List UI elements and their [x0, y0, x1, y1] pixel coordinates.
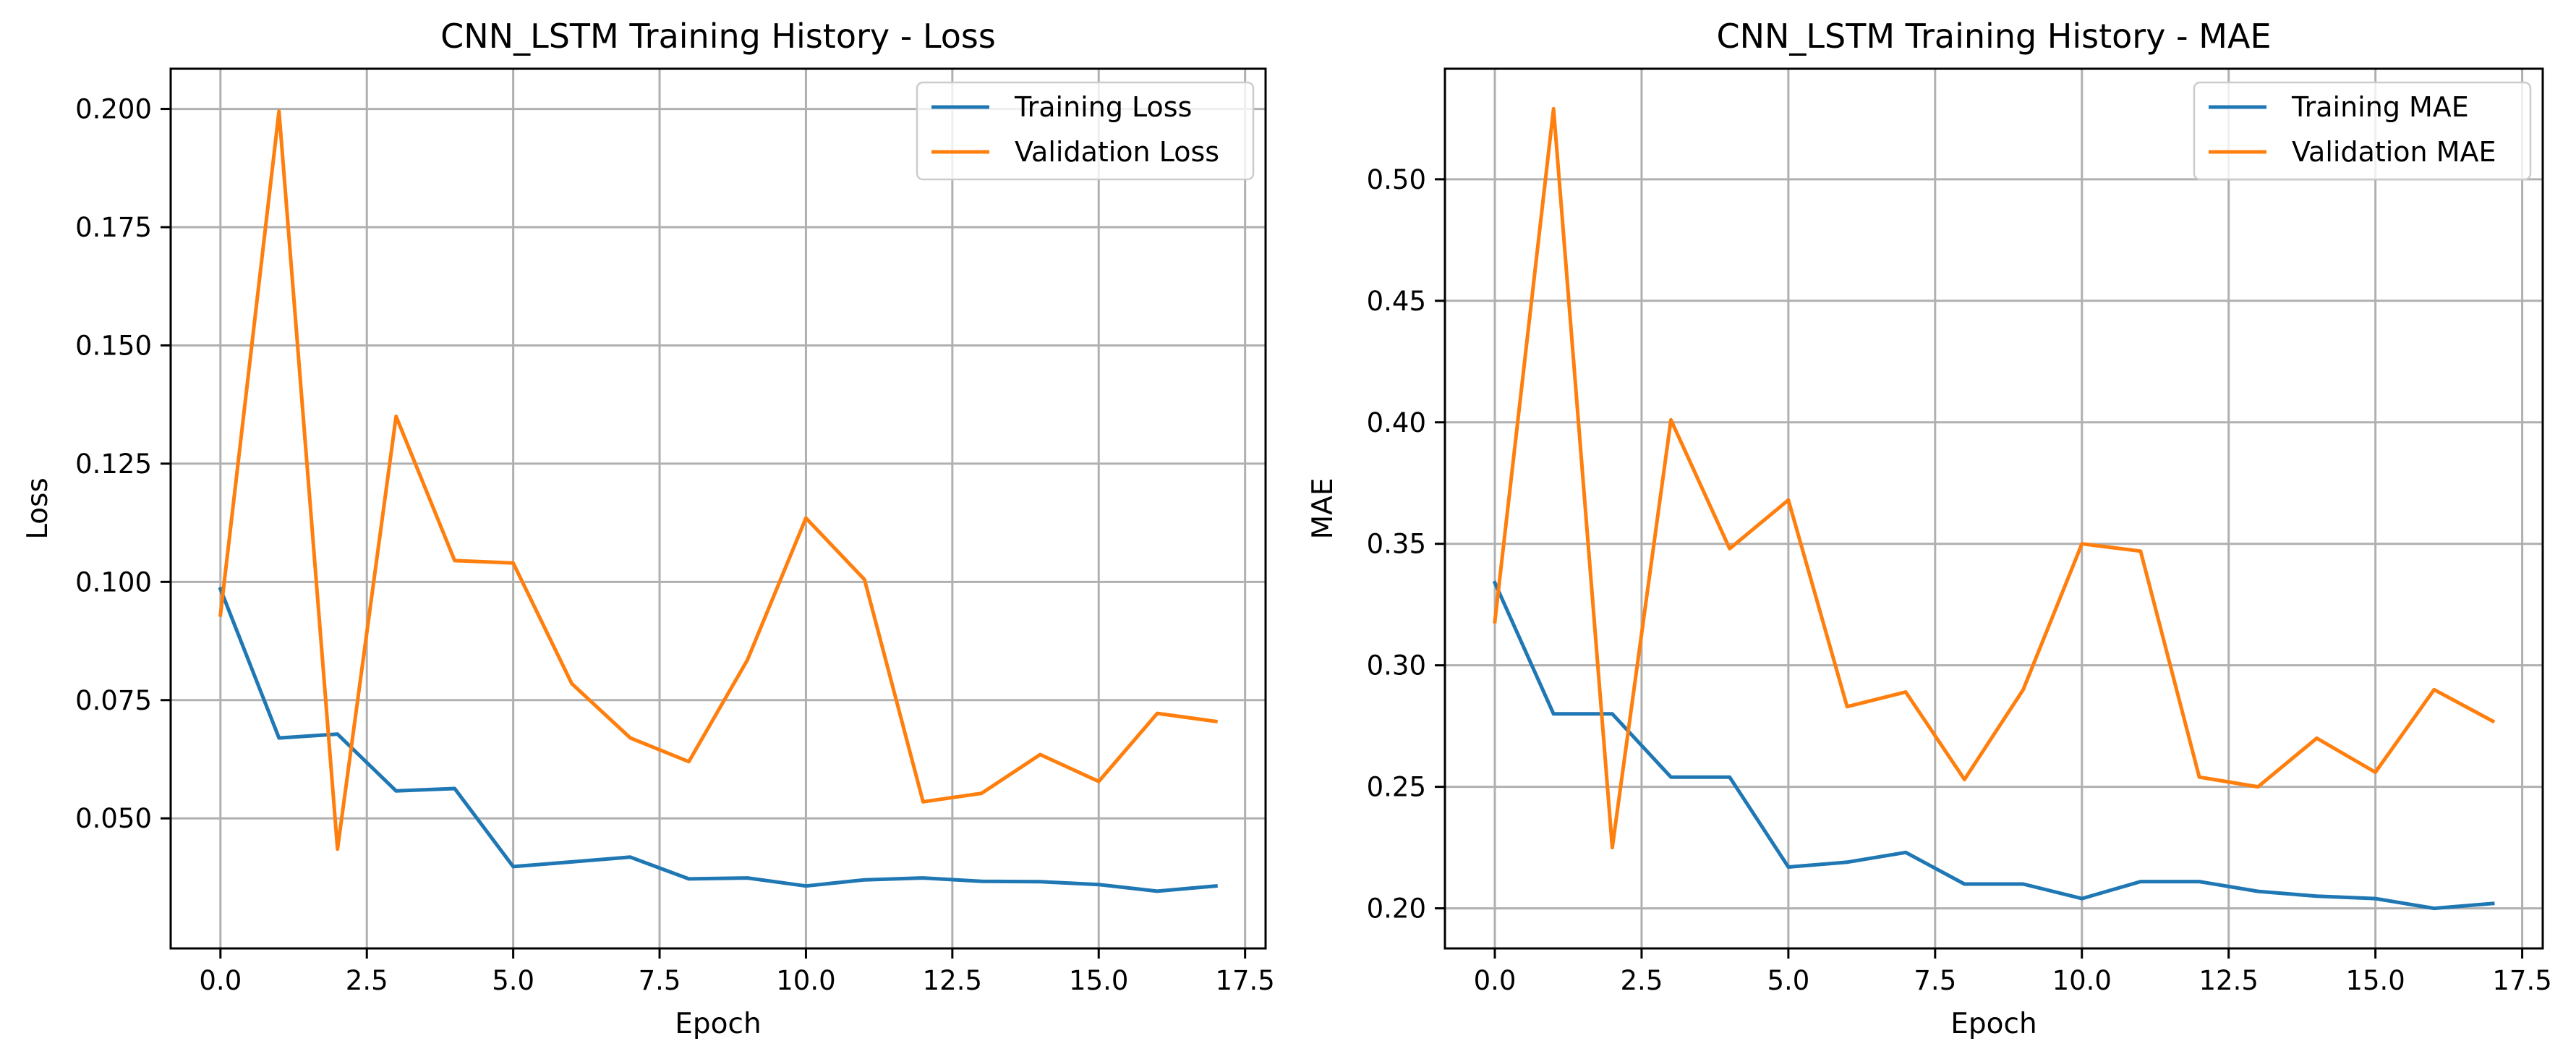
legend-label-validation-loss: Validation Loss: [1015, 136, 1219, 168]
mae-y-tick-label: 0.20: [1367, 893, 1426, 925]
loss-axes-frame: [169, 67, 1267, 950]
loss-y-tick-label: 0.175: [75, 212, 152, 243]
series-line-validation-loss: [218, 109, 1219, 851]
mae-series-lines: [1492, 106, 2496, 911]
loss-x-axis-label: Epoch: [675, 1008, 761, 1040]
mae-x-tick-label: 10.0: [2052, 965, 2112, 996]
loss-x-tick-label: 17.5: [1215, 965, 1274, 996]
mae-x-axis-label: Epoch: [1950, 1008, 2037, 1040]
mae-y-axis-label: MAE: [1307, 478, 1339, 540]
mae-y-tick-label: 0.50: [1367, 164, 1426, 195]
mae-gridlines: [1445, 69, 2543, 948]
loss-chart-title: CNN_LSTM Training History - Loss: [440, 17, 996, 56]
mae-x-tick-label: 17.5: [2492, 965, 2551, 996]
loss-x-tick-label: 15.0: [1069, 965, 1128, 996]
loss-x-tick-label: 0.0: [199, 965, 242, 996]
mae-y-tick-label: 0.25: [1367, 772, 1426, 803]
series-line-validation-mae: [1493, 106, 2496, 850]
mae-plot-area: 0.0 2.5 5.0 7.5 10.0 12.5 15.0 17.5 0.20 0.25 0.30…: [1367, 67, 2552, 996]
loss-chart-panel: CNN_LSTM Training History - Loss 0.0 2.5 5…: [22, 17, 1275, 1040]
mae-x-tick-label: 0.0: [1474, 965, 1517, 996]
mae-ticks: 0.0 2.5 5.0 7.5 10.0 12.5 15.0 17.5 0.20 0.25 0.30…: [1367, 164, 2552, 996]
loss-y-tick-label: 0.100: [75, 566, 152, 598]
mae-x-tick-label: 7.5: [1914, 965, 1956, 996]
loss-ticks: 0.0 2.5 5.0 7.5 10.0 12.5 15.0 17.5 0.050 0.075 0.…: [75, 94, 1275, 996]
series-line-training-mae: [1492, 580, 2495, 911]
mae-legend-box: [2193, 81, 2532, 181]
mae-chart-panel: CNN_LSTM Training History - MAE 0.0 2.5 5.…: [1307, 17, 2552, 1040]
mae-legend: Training MAE Validation MAE: [2193, 81, 2532, 181]
legend-label-training-loss: Training Loss: [1014, 91, 1192, 123]
loss-plot-area: 0.0 2.5 5.0 7.5 10.0 12.5 15.0 17.5 0.050 0.075 0.…: [75, 67, 1275, 996]
series-line-training-loss: [218, 586, 1218, 893]
loss-x-tick-label: 7.5: [639, 965, 681, 996]
mae-y-tick-label: 0.30: [1367, 650, 1426, 681]
legend-label-validation-mae: Validation MAE: [2292, 136, 2496, 168]
loss-legend: Training Loss Validation Loss: [916, 81, 1255, 181]
loss-y-axis-label: Loss: [22, 477, 54, 540]
loss-x-tick-label: 12.5: [923, 965, 982, 996]
mae-y-tick-label: 0.45: [1367, 286, 1426, 317]
mae-x-tick-label: 5.0: [1767, 965, 1809, 996]
loss-y-tick-label: 0.150: [75, 330, 152, 361]
loss-y-tick-label: 0.050: [75, 803, 152, 834]
loss-x-tick-label: 10.0: [776, 965, 835, 996]
mae-x-tick-label: 12.5: [2199, 965, 2259, 996]
mae-axes-frame: [1443, 67, 2544, 950]
loss-gridlines: [171, 69, 1266, 948]
loss-x-tick-label: 5.0: [492, 965, 534, 996]
mae-chart-title: CNN_LSTM Training History - MAE: [1716, 17, 2271, 56]
mae-y-tick-label: 0.35: [1367, 529, 1426, 560]
loss-y-tick-label: 0.125: [75, 449, 152, 480]
mae-y-tick-label: 0.40: [1367, 407, 1426, 438]
loss-legend-box: [916, 81, 1255, 181]
loss-y-tick-label: 0.075: [75, 685, 152, 716]
mae-x-tick-label: 2.5: [1621, 965, 1663, 996]
legend-label-training-mae: Training MAE: [2291, 91, 2469, 123]
loss-x-tick-label: 2.5: [346, 965, 388, 996]
loss-y-tick-label: 0.200: [75, 94, 152, 125]
mae-x-tick-label: 15.0: [2345, 965, 2405, 996]
loss-series-lines: [218, 109, 1219, 893]
